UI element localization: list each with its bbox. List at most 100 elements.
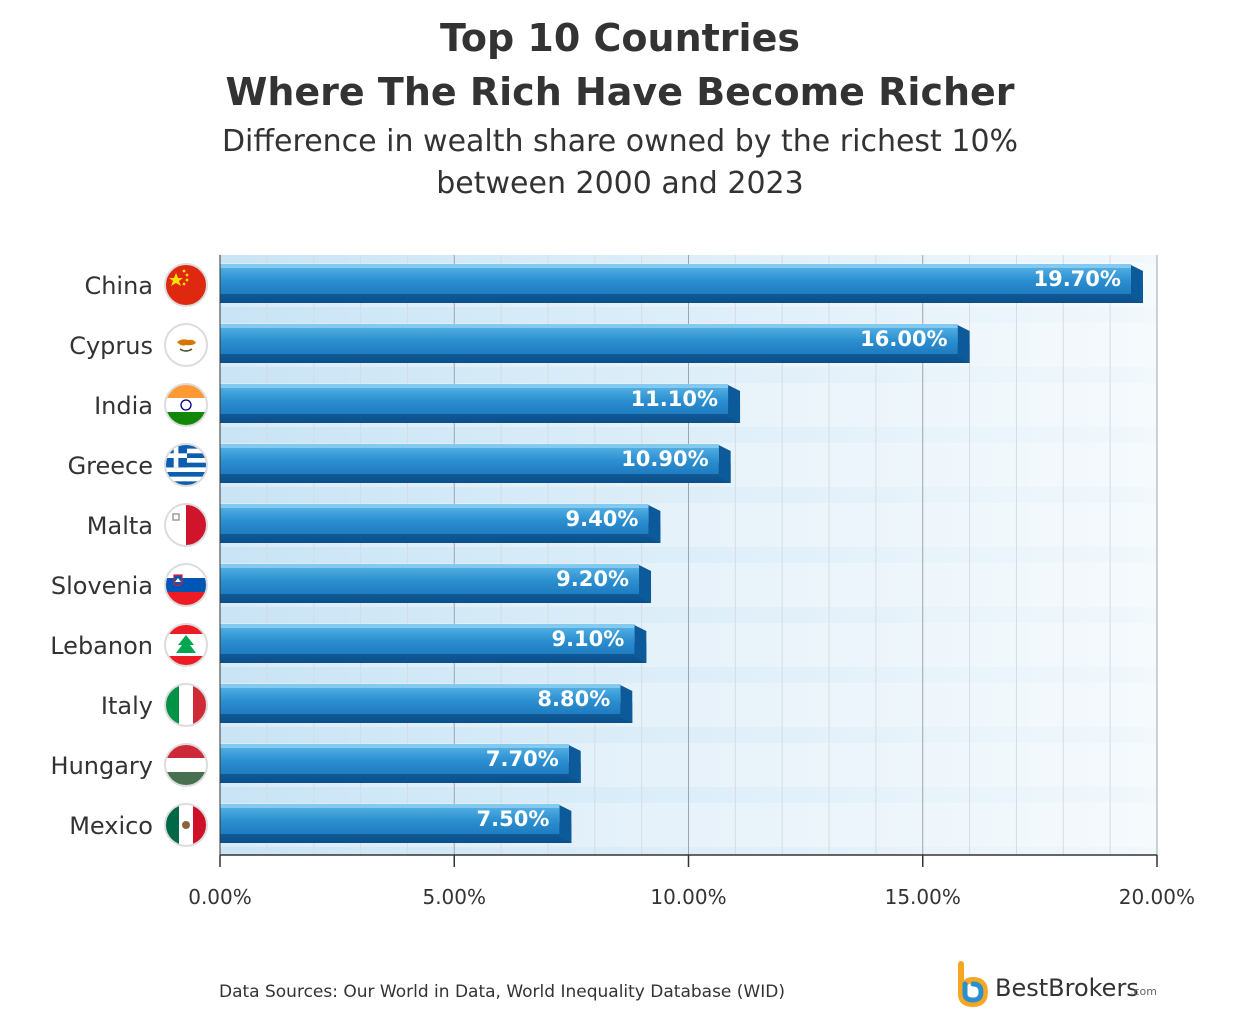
flag-ring [164,383,208,427]
flag-part [165,472,207,477]
flag-ring [164,503,208,547]
bar-face [220,744,569,774]
category-label: Lebanon [50,632,153,660]
flag-ring [164,323,208,367]
flag-ring [164,623,208,667]
bar-face [220,384,729,414]
bar-value-label: 8.80% [537,687,610,711]
x-tick-label: 0.00% [188,885,252,909]
bar-value-label: 7.50% [477,807,550,831]
bar-face [220,684,621,714]
flag-part [165,656,207,666]
bar-highlight [220,504,649,508]
bar-india: 11.10% [220,384,741,423]
flag-part [165,467,207,473]
greece-flag-icon [164,443,208,487]
india-flag-icon [164,383,208,427]
brand-logo[interactable]: BestBrokers .com [955,960,1175,1010]
bar-side [1130,265,1143,303]
flag-ring [164,263,208,307]
bar-side [620,685,633,723]
bar-value-label: 9.10% [551,627,624,651]
bar-face [220,504,649,534]
bar-value-label: 11.10% [631,387,718,411]
flag-map [177,339,196,346]
bar-highlight [220,744,569,748]
data-source-note: Data Sources: Our World in Data, World I… [219,982,785,1002]
flag-part [165,398,207,412]
mexico-flag-icon [164,803,208,847]
flag-fill [165,624,207,666]
bar-value-label: 9.20% [556,567,629,591]
bar-value-label: 9.40% [566,507,639,531]
flag-star [182,282,186,286]
bar-chart: 19.70% 16.00% 11.10% 10.90% 9.40% 9.20% 9.10% 8… [50,255,1195,909]
bar-face [220,264,1131,294]
flag-star [182,269,186,273]
flag-george-cross [172,513,180,521]
chart-subtitle-line-1: Difference in wealth share owned by the … [221,124,1019,159]
bar-greece: 10.90% [220,444,731,483]
category-label: China [84,272,153,300]
flag-ring [164,743,208,787]
bar-highlight [220,624,635,628]
bar-hungary: 7.70% [220,744,581,783]
category-label: Italy [101,692,153,720]
bar-face [220,804,560,834]
bar-side [634,625,647,663]
bar-china: 19.70% [220,264,1143,303]
chart-subtitle-line-2: between 2000 and 2023 [436,166,804,201]
bar-value-label: 16.00% [860,327,947,351]
flag-part [165,504,186,546]
bar-highlight [220,384,729,388]
flag-part [165,758,207,772]
category-label: Hungary [51,752,153,780]
bestbrokers-logo-icon [958,961,989,1008]
bar-value-label: 7.70% [486,747,559,771]
bar-face [220,564,640,594]
flag-fill [165,444,207,486]
bar-face [220,444,719,474]
bar-highlight [220,804,560,808]
category-label: Cyprus [69,332,153,360]
bar-highlight [220,264,1131,268]
category-label: Slovenia [51,572,153,600]
malta-flag-icon [164,503,208,547]
cyprus-flag-icon [164,323,208,367]
x-tick-label: 20.00% [1119,885,1195,909]
flag-part [173,444,179,468]
category-label: Mexico [69,812,153,840]
bar-mexico: 7.50% [220,804,572,843]
flag-fill [165,264,207,306]
china-flag-icon [164,263,208,307]
flag-mountain [175,578,181,582]
flag-ring [164,563,208,607]
bar-lebanon: 9.10% [220,624,647,663]
slovenia-flag-icon [164,563,208,607]
flag-wheel [180,399,192,411]
chart-title-line-1: Top 10 Countries [440,16,800,60]
x-tick-label: 5.00% [422,885,486,909]
flag-part [186,504,207,546]
bar-side [728,385,741,423]
flag-emblem [182,821,190,829]
brand-domain: .com [1130,985,1157,998]
bar-side [559,805,572,843]
category-label: India [94,392,153,420]
lebanon-flag-icon [164,623,208,667]
chart-title-line-2: Where The Rich Have Become Richer [225,70,1015,114]
bar-malta: 9.40% [220,504,661,543]
bar-highlight [220,684,621,688]
bar-side [957,325,970,363]
bar-value-label: 19.70% [1033,267,1120,291]
flag-ring [164,443,208,487]
hungary-flag-icon [164,743,208,787]
x-tick-label: 10.00% [650,885,726,909]
flag-part [165,481,207,486]
category-label: Greece [68,452,153,480]
bar-side [718,445,731,483]
flag-star [185,278,189,282]
flag-part [165,578,207,592]
flag-ring [164,683,208,727]
bar-highlight [220,324,958,328]
